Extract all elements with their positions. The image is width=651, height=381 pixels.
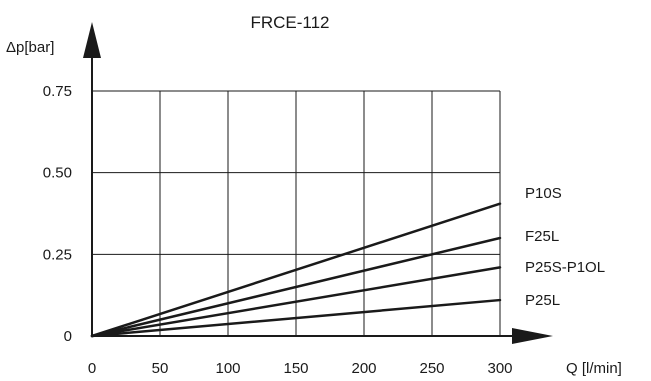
y-tick-label-0: 0 <box>64 328 72 345</box>
y-tick-label-2: 0.50 <box>43 165 72 182</box>
series-line-3 <box>90 298 502 338</box>
x-tick-label-6: 300 <box>487 360 512 377</box>
x-tick-label-2: 100 <box>215 360 240 377</box>
x-tick-label-5: 250 <box>419 360 444 377</box>
series-line-2 <box>90 266 502 338</box>
series-line-1 <box>90 236 502 338</box>
x-tick-label-3: 150 <box>283 360 308 377</box>
y-tick-label-3: 0.75 <box>43 83 72 100</box>
series-lines <box>90 202 502 338</box>
series-line-0 <box>90 202 502 338</box>
axes <box>83 22 553 344</box>
y-axis-label: Δp[bar] <box>6 39 54 56</box>
y-tick-label-1: 0.25 <box>43 246 72 263</box>
chart-title: FRCE-112 <box>250 13 329 32</box>
series-label-1: F25L <box>525 228 559 245</box>
tick-labels: 0 50 100 150 200 250 300 0 0.25 0.50 0.75 <box>43 83 513 377</box>
x-tick-label-4: 200 <box>351 360 376 377</box>
y-axis-arrow <box>83 22 101 58</box>
series-label-2: P25S-P1OL <box>525 259 605 276</box>
x-axis-arrow <box>512 328 553 344</box>
x-tick-label-0: 0 <box>88 360 96 377</box>
series-label-3: P25L <box>525 292 560 309</box>
x-axis-label: Q [l/min] <box>566 360 622 377</box>
x-tick-label-1: 50 <box>152 360 169 377</box>
grid <box>92 90 501 336</box>
series-label-0: P10S <box>525 185 562 202</box>
series-labels: P10S F25L P25S-P1OL P25L <box>525 185 605 309</box>
